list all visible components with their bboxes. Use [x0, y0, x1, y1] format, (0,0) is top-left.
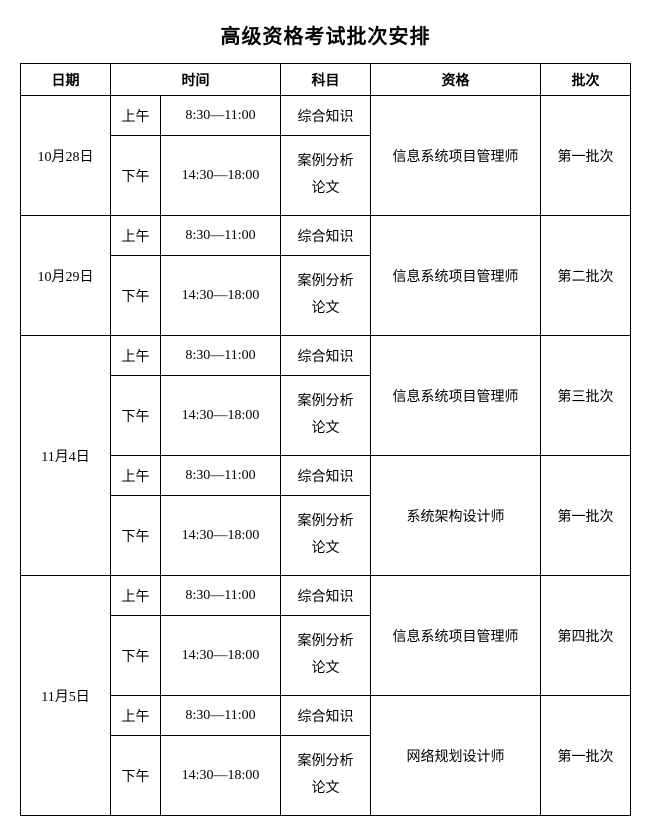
cell-batch: 第一批次: [541, 696, 631, 816]
cell-session: 上午: [111, 576, 161, 616]
table-row: 11月5日 上午 8:30—11:00 综合知识 信息系统项目管理师 第四批次: [21, 576, 631, 616]
subject-case: 案例分析: [298, 514, 354, 529]
table-header-row: 日期 时间 科目 资格 批次: [21, 64, 631, 96]
cell-date: 10月28日: [21, 96, 111, 216]
cell-time: 14:30—18:00: [161, 616, 281, 696]
subject-thesis: 论文: [312, 781, 340, 796]
cell-qualification: 系统架构设计师: [371, 456, 541, 576]
cell-date: 10月29日: [21, 216, 111, 336]
cell-time: 14:30—18:00: [161, 496, 281, 576]
cell-subject: 案例分析 论文: [281, 736, 371, 816]
cell-session: 下午: [111, 376, 161, 456]
cell-date: 11月5日: [21, 576, 111, 816]
cell-session: 下午: [111, 136, 161, 216]
subject-thesis: 论文: [312, 301, 340, 316]
header-date: 日期: [21, 64, 111, 96]
table-row: 上午 8:30—11:00 综合知识 系统架构设计师 第一批次: [21, 456, 631, 496]
cell-qualification: 信息系统项目管理师: [371, 216, 541, 336]
subject-thesis: 论文: [312, 541, 340, 556]
cell-session: 上午: [111, 96, 161, 136]
table-row: 10月28日 上午 8:30—11:00 综合知识 信息系统项目管理师 第一批次: [21, 96, 631, 136]
header-time: 时间: [111, 64, 281, 96]
header-qualification: 资格: [371, 64, 541, 96]
cell-time: 8:30—11:00: [161, 696, 281, 736]
subject-thesis: 论文: [312, 421, 340, 436]
table-row: 10月29日 上午 8:30—11:00 综合知识 信息系统项目管理师 第二批次: [21, 216, 631, 256]
subject-case: 案例分析: [298, 154, 354, 169]
cell-subject: 案例分析 论文: [281, 496, 371, 576]
cell-time: 8:30—11:00: [161, 336, 281, 376]
cell-subject: 综合知识: [281, 216, 371, 256]
header-subject: 科目: [281, 64, 371, 96]
cell-time: 8:30—11:00: [161, 216, 281, 256]
subject-case: 案例分析: [298, 754, 354, 769]
cell-session: 下午: [111, 256, 161, 336]
table-row: 11月4日 上午 8:30—11:00 综合知识 信息系统项目管理师 第三批次: [21, 336, 631, 376]
cell-batch: 第三批次: [541, 336, 631, 456]
header-batch: 批次: [541, 64, 631, 96]
cell-session: 下午: [111, 736, 161, 816]
subject-thesis: 论文: [312, 181, 340, 196]
subject-thesis: 论文: [312, 661, 340, 676]
cell-time: 14:30—18:00: [161, 136, 281, 216]
cell-subject: 案例分析 论文: [281, 256, 371, 336]
subject-case: 案例分析: [298, 274, 354, 289]
cell-subject: 综合知识: [281, 456, 371, 496]
cell-time: 8:30—11:00: [161, 576, 281, 616]
cell-time: 14:30—18:00: [161, 376, 281, 456]
cell-session: 上午: [111, 696, 161, 736]
cell-time: 14:30—18:00: [161, 736, 281, 816]
page-title: 高级资格考试批次安排: [20, 20, 631, 49]
cell-session: 上午: [111, 216, 161, 256]
cell-time: 8:30—11:00: [161, 456, 281, 496]
cell-session: 上午: [111, 456, 161, 496]
cell-session: 下午: [111, 616, 161, 696]
cell-session: 上午: [111, 336, 161, 376]
cell-subject: 综合知识: [281, 696, 371, 736]
cell-qualification: 网络规划设计师: [371, 696, 541, 816]
cell-qualification: 信息系统项目管理师: [371, 96, 541, 216]
cell-batch: 第四批次: [541, 576, 631, 696]
cell-subject: 案例分析 论文: [281, 616, 371, 696]
cell-qualification: 信息系统项目管理师: [371, 576, 541, 696]
cell-subject: 综合知识: [281, 576, 371, 616]
cell-date: 11月4日: [21, 336, 111, 576]
table-row: 上午 8:30—11:00 综合知识 网络规划设计师 第一批次: [21, 696, 631, 736]
cell-session: 下午: [111, 496, 161, 576]
cell-subject: 案例分析 论文: [281, 136, 371, 216]
cell-qualification: 信息系统项目管理师: [371, 336, 541, 456]
cell-subject: 综合知识: [281, 336, 371, 376]
schedule-table: 日期 时间 科目 资格 批次 10月28日 上午 8:30—11:00 综合知识…: [20, 63, 631, 816]
subject-case: 案例分析: [298, 634, 354, 649]
cell-time: 14:30—18:00: [161, 256, 281, 336]
cell-time: 8:30—11:00: [161, 96, 281, 136]
cell-subject: 综合知识: [281, 96, 371, 136]
cell-batch: 第一批次: [541, 96, 631, 216]
cell-batch: 第一批次: [541, 456, 631, 576]
cell-batch: 第二批次: [541, 216, 631, 336]
cell-subject: 案例分析 论文: [281, 376, 371, 456]
subject-case: 案例分析: [298, 394, 354, 409]
